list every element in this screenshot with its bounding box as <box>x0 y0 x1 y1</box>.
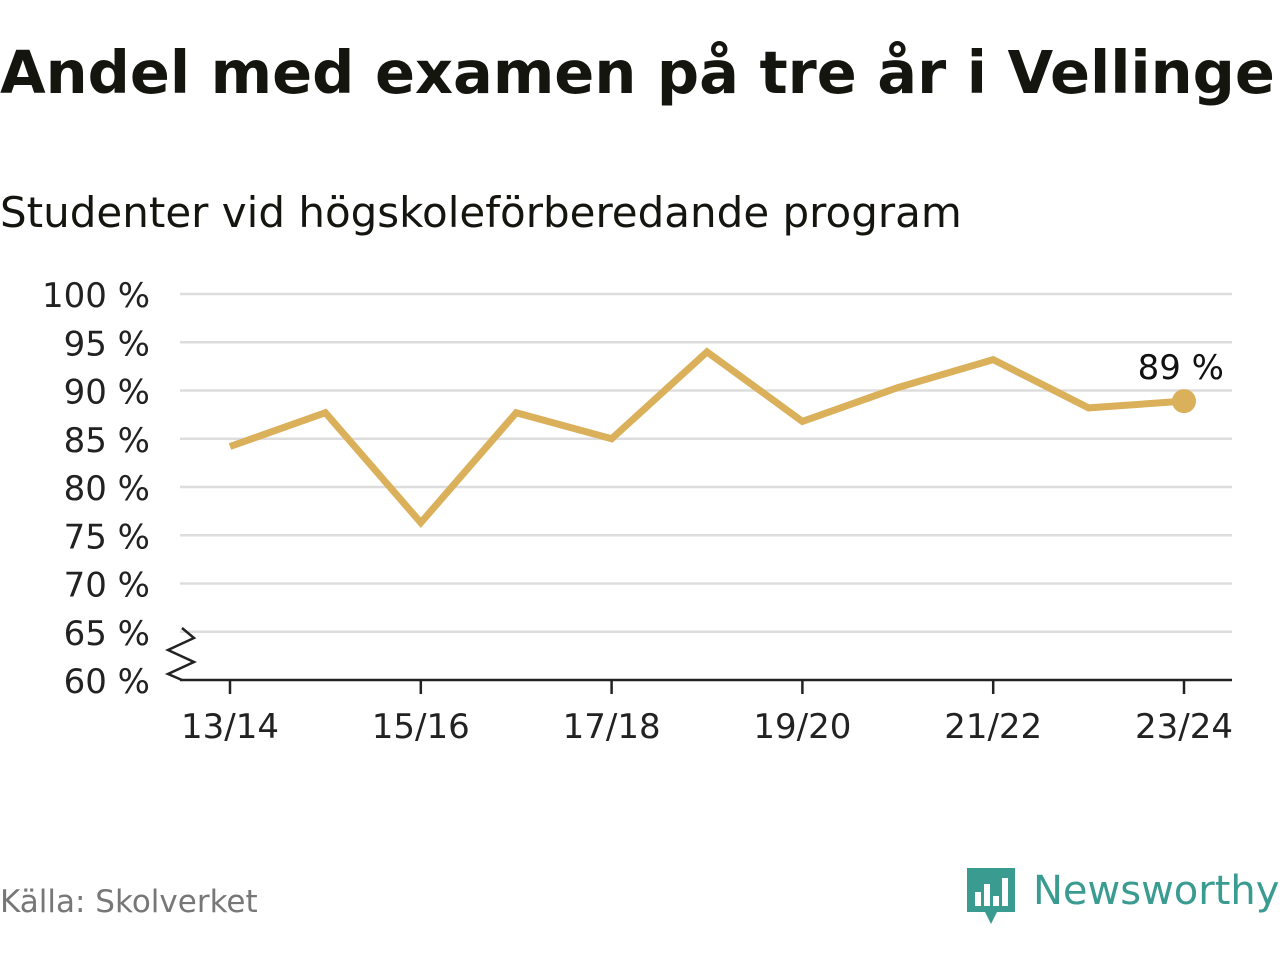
y-tick-label: 80 % <box>64 469 150 509</box>
axis-break-icon <box>164 627 197 682</box>
chart-subtitle: Studenter vid högskoleförberedande progr… <box>0 188 962 237</box>
series-line-path <box>228 347 1185 529</box>
source-note: Källa: Skolverket <box>0 884 258 920</box>
brand-logo: Newsworthy <box>965 866 1280 926</box>
y-tick-label: 65 % <box>64 614 150 654</box>
x-tick-label: 13/14 <box>181 707 279 747</box>
y-axis-tick-labels: 60 % 65 % 70 % 75 % 80 % 85 % 90 % 95 % 100 % <box>42 276 150 702</box>
last-value-label: 89 % <box>1138 348 1224 388</box>
line-chart: 60 % 65 % 70 % 75 % 80 % 85 % 90 % 95 % 100 % 13… <box>42 276 1233 747</box>
last-point-marker <box>1172 389 1196 414</box>
y-tick-label: 75 % <box>64 517 150 557</box>
x-axis: 13/14 15/16 17/18 19/20 21/22 23/24 <box>180 678 1233 747</box>
x-tick-label: 19/20 <box>753 707 851 747</box>
axis-break-line <box>164 627 197 682</box>
x-tick-label: 21/22 <box>944 707 1042 747</box>
x-tick-label: 17/18 <box>563 707 661 747</box>
y-tick-label: 90 % <box>64 373 150 413</box>
x-tick-label: 15/16 <box>372 707 470 747</box>
x-tick-label: 23/24 <box>1135 707 1233 747</box>
chart-title: Andel med examen på tre år i Vellinge <box>0 38 1275 107</box>
newsworthy-logo-icon <box>967 868 1015 924</box>
annotations: 89 % <box>1138 348 1224 414</box>
y-tick-label: 70 % <box>64 566 150 606</box>
y-tick-label: 95 % <box>64 324 150 364</box>
y-tick-label: 85 % <box>64 421 150 461</box>
gridlines <box>180 292 1232 633</box>
series-line <box>228 347 1185 529</box>
y-tick-label: 60 % <box>64 662 150 702</box>
y-tick-label: 100 % <box>42 276 150 316</box>
brand-name: Newsworthy <box>1033 868 1280 914</box>
